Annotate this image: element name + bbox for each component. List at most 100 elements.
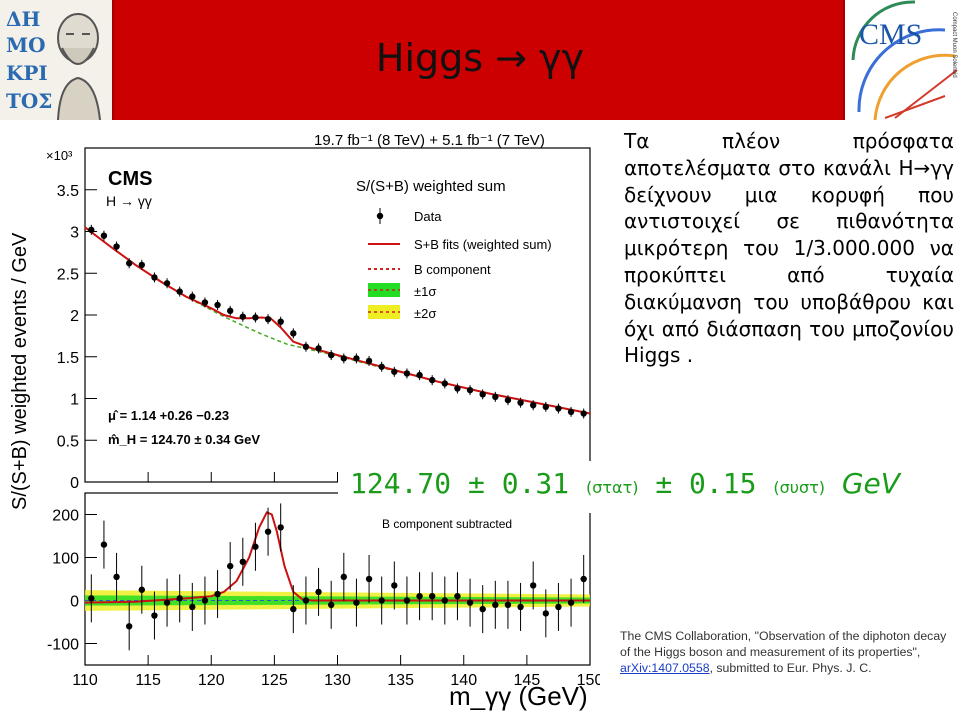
residual-data-point <box>264 528 272 535</box>
stat-label: (στατ) <box>586 478 639 497</box>
residual-data-point <box>365 575 373 583</box>
residual-data-point <box>529 582 537 589</box>
data-point <box>315 345 322 352</box>
residual-data-point <box>416 593 423 600</box>
residual-data-point <box>201 597 209 604</box>
data-point <box>391 368 398 375</box>
democritus-logo: ΔΗ ΜΟ ΚΡΙ ΤΟΣ <box>0 0 114 121</box>
philosopher-bust-icon <box>57 13 101 121</box>
data-point <box>479 391 486 398</box>
residual-y-tick-label: 0 <box>70 594 79 611</box>
s-plus-b-fit-line <box>84 226 591 415</box>
data-point <box>542 403 550 411</box>
residual-data-point <box>340 573 348 581</box>
residual-data-point <box>315 588 322 596</box>
residual-data-point <box>492 601 499 608</box>
syst-label: (συστ) <box>773 478 825 497</box>
x-tick-label: 135 <box>387 672 414 689</box>
citation: The CMS Collaboration, "Observation of t… <box>620 628 950 676</box>
description-paragraph: Τα πλέον πρόσφατα αποτελέσματα στο κανάλ… <box>624 129 954 368</box>
residual-data-point <box>151 612 158 619</box>
residual-data-point <box>100 541 108 548</box>
residual-data-point <box>517 603 524 611</box>
residual-data-point <box>113 573 120 581</box>
syst-value: ± 0.15 <box>655 467 757 500</box>
residual-data-point <box>567 599 575 606</box>
residual-data-point <box>391 582 398 589</box>
residual-data-point <box>378 597 385 604</box>
data-point <box>580 410 587 417</box>
data-point <box>416 371 423 379</box>
x-tick-label: 140 <box>450 672 477 689</box>
residual-data-point <box>290 605 297 613</box>
x-tick-label: 120 <box>198 672 225 689</box>
data-point <box>214 301 221 309</box>
data-point <box>403 370 411 377</box>
residual-data-point <box>163 599 171 606</box>
data-point <box>100 232 108 239</box>
residual-y-tick-label: 100 <box>52 551 79 568</box>
residual-y-tick-label: 200 <box>52 508 79 525</box>
data-point <box>252 314 259 321</box>
data-point <box>365 357 373 365</box>
data-point <box>189 293 196 300</box>
page-title: Higgs → γγ <box>375 36 585 80</box>
x-tick-label: 150 <box>577 672 600 689</box>
x-tick-label: 130 <box>324 672 351 689</box>
x-tick-label: 110 <box>72 672 98 689</box>
legend-label: S+B fits (weighted sum) <box>414 237 552 252</box>
data-point <box>264 315 272 323</box>
legend-1sigma-swatch <box>368 283 400 297</box>
cms-logo-subtext: Compact Muon Solenoid <box>951 12 957 78</box>
y-tick-label: 1.5 <box>57 350 79 367</box>
residual-data-point <box>353 599 360 606</box>
legend-label: ±1σ <box>414 284 436 299</box>
residual-data-point <box>189 603 196 611</box>
residual-data-point <box>302 597 310 604</box>
data-point <box>378 363 385 370</box>
residual-fit-line <box>84 511 590 604</box>
residual-y-tick-label: -100 <box>47 637 79 654</box>
residual-data-point <box>176 595 183 602</box>
chart-title: 19.7 fb⁻¹ (8 TeV) + 5.1 fb⁻¹ (7 TeV) <box>314 132 545 149</box>
residual-data-point <box>454 593 461 600</box>
data-point <box>201 299 209 306</box>
mu-annotation: μ̂ = 1.14 +0.26 −0.23 <box>108 408 229 423</box>
higgs-diphoton-chart: 19.7 fb⁻¹ (8 TeV) + 5.1 fb⁻¹ (7 TeV) S/(… <box>9 132 600 711</box>
y-tick-label: 2 <box>70 308 79 325</box>
y-tick-label: 2.5 <box>57 266 79 283</box>
residual-data-point <box>88 595 95 602</box>
residual-data-point <box>239 558 247 565</box>
cms-logo-text: CMS <box>859 18 922 51</box>
data-point <box>492 393 499 401</box>
y-tick-label: 1 <box>70 392 79 409</box>
x-tick-label: 125 <box>261 672 288 689</box>
data-point <box>176 288 183 295</box>
y-tick-label: 3.5 <box>57 183 79 200</box>
x-tick-label: 115 <box>135 672 161 689</box>
data-point <box>327 351 335 359</box>
x-tick-label: 145 <box>514 672 541 689</box>
arxiv-link[interactable]: arXiv:1407.0558 <box>620 661 710 675</box>
svg-text:ΚΡΙ: ΚΡΙ <box>6 61 48 85</box>
data-point <box>290 330 297 337</box>
residual-data-point <box>504 601 512 608</box>
y-axis-label: S/(S+B) weighted events / GeV <box>9 232 31 510</box>
data-point <box>125 260 133 267</box>
data-point <box>277 318 284 325</box>
data-point <box>151 274 158 281</box>
data-point <box>567 408 575 416</box>
residual-data-point <box>466 599 474 606</box>
title-banner: ΔΗ ΜΟ ΚΡΙ ΤΟΣ Higgs → γγ CMS Compact Muon S… <box>0 0 960 121</box>
residual-data-point <box>555 603 562 611</box>
residual-data-point <box>138 586 146 593</box>
residual-data-point <box>428 593 436 600</box>
data-point <box>454 385 461 392</box>
legend-2sigma-swatch <box>368 305 400 319</box>
residual-data-point <box>403 597 411 604</box>
legend-label: Data <box>414 209 442 224</box>
residual-panel-label: B component subtracted <box>382 517 512 531</box>
legend-label: B component <box>414 262 491 277</box>
b-component-line <box>84 226 591 415</box>
